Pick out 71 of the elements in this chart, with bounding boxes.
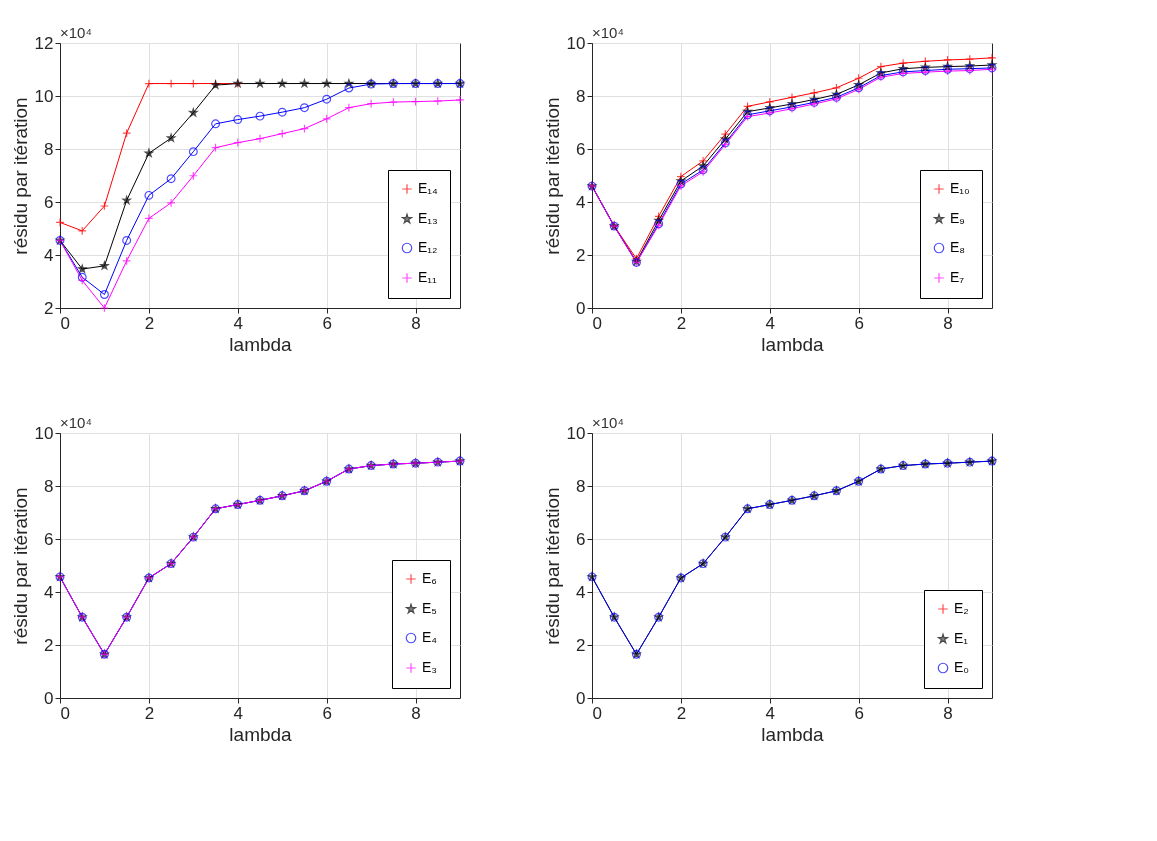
- y-axis-title: résidu par itération: [541, 97, 563, 255]
- x-axis-title: lambda: [229, 723, 293, 745]
- legend-label: E₈: [950, 239, 966, 255]
- legend-label: E₃: [422, 659, 438, 675]
- y-tick-label: 0: [44, 688, 54, 708]
- y-tick-label: 6: [576, 139, 586, 159]
- legend-label: E₉: [950, 210, 965, 226]
- legend-label: E₁₄: [418, 180, 439, 196]
- x-tick-label: 2: [676, 703, 687, 723]
- x-tick-label: 8: [411, 313, 421, 333]
- y-tick-label: 10: [34, 86, 54, 106]
- x-tick-label: 6: [322, 313, 332, 333]
- y-tick-label: 6: [44, 192, 54, 212]
- y-tick-label: 8: [576, 476, 586, 496]
- y-tick-label: 10: [566, 423, 586, 443]
- x-tick-label: 8: [943, 313, 953, 333]
- legend-label: E₁₃: [418, 210, 438, 226]
- legend-label: E₁₁: [418, 269, 438, 285]
- y-tick-label: 4: [576, 192, 586, 212]
- x-tick-label: 8: [411, 703, 421, 723]
- legend-label: E₂: [954, 600, 969, 616]
- y-tick-label: 4: [44, 582, 54, 602]
- x-tick-label: 6: [322, 703, 332, 723]
- y-tick-label: 8: [576, 86, 586, 106]
- x-tick-label: 4: [233, 313, 244, 333]
- y-tick-label: 8: [44, 139, 54, 159]
- y-tick-label: 10: [34, 423, 54, 443]
- y-tick-label: 10: [566, 33, 586, 53]
- y-tick-label: 4: [44, 245, 54, 265]
- legend-label: E₁₂: [418, 239, 438, 255]
- x-tick-label: 2: [144, 703, 155, 723]
- x-tick-label: 0: [60, 703, 70, 723]
- x-tick-label: 0: [592, 703, 602, 723]
- legend-label: E₆: [422, 570, 437, 586]
- y-tick-label: 2: [576, 635, 586, 655]
- x-tick-label: 6: [854, 703, 864, 723]
- text: ×10⁴: [60, 24, 92, 41]
- x-tick-label: 8: [943, 703, 953, 723]
- x-axis-title: lambda: [229, 333, 293, 355]
- x-axis-title: lambda: [761, 333, 825, 355]
- text: ×10⁴: [592, 24, 624, 41]
- y-axis-title: résidu par itération: [9, 487, 31, 645]
- y-tick-label: 2: [44, 635, 54, 655]
- y-tick-label: 2: [44, 298, 54, 318]
- y-tick-label: 12: [34, 33, 54, 53]
- text: ×10⁴: [592, 414, 624, 431]
- x-tick-label: 4: [765, 703, 776, 723]
- text: ×10⁴: [60, 414, 92, 431]
- x-tick-label: 6: [854, 313, 864, 333]
- legend-label: E₁₀: [950, 180, 971, 196]
- x-axis-title: lambda: [761, 723, 825, 745]
- y-tick-label: 8: [44, 476, 54, 496]
- x-tick-label: 2: [676, 313, 687, 333]
- x-tick-label: 2: [144, 313, 155, 333]
- y-tick-label: 0: [576, 688, 586, 708]
- legend-label: E₅: [422, 600, 437, 616]
- y-axis-title: résidu par itération: [541, 487, 563, 645]
- x-tick-label: 0: [60, 313, 70, 333]
- legend-label: E₇: [950, 269, 965, 285]
- y-tick-label: 6: [44, 529, 54, 549]
- y-axis-title: résidu par itération: [9, 97, 31, 255]
- legend-label: E₀: [954, 659, 970, 675]
- y-tick-label: 6: [576, 529, 586, 549]
- legend-label: E₄: [422, 629, 438, 645]
- x-tick-label: 4: [765, 313, 776, 333]
- y-tick-label: 2: [576, 245, 586, 265]
- legend-label: E₁: [954, 630, 969, 646]
- y-tick-label: 0: [576, 298, 586, 318]
- x-tick-label: 0: [592, 313, 602, 333]
- y-tick-label: 4: [576, 582, 586, 602]
- x-tick-label: 4: [233, 703, 244, 723]
